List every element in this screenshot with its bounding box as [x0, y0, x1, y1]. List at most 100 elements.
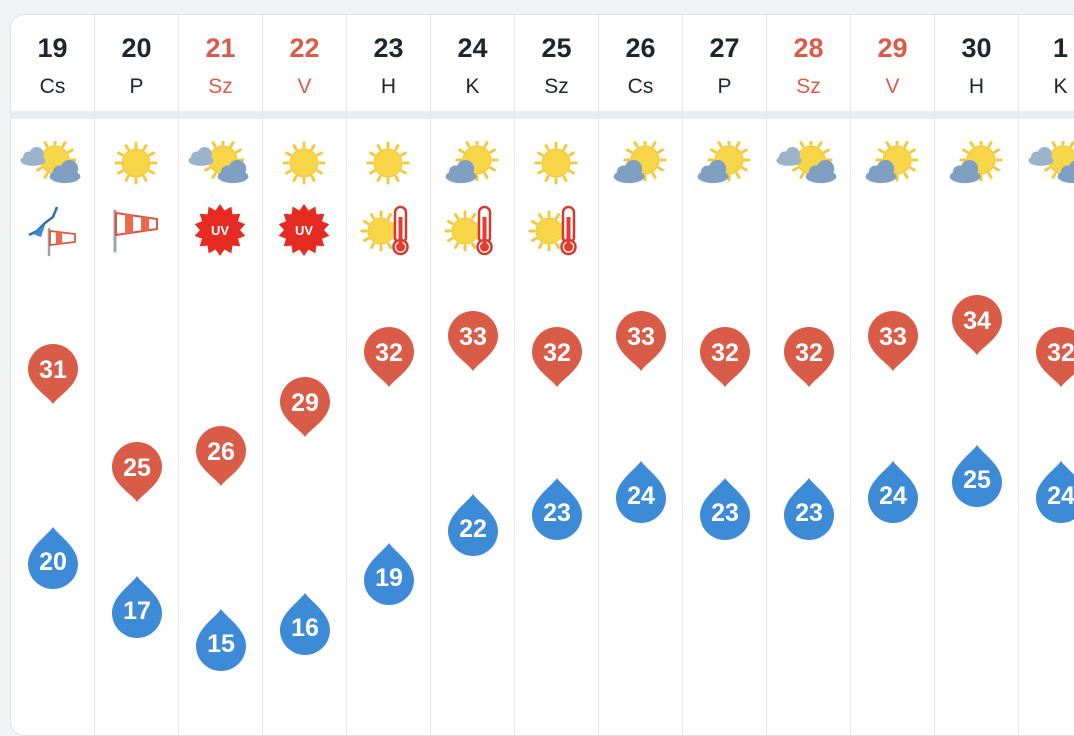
min-temp-value: 24	[879, 482, 907, 511]
sun-cloud-cloud-icon	[775, 138, 841, 187]
day-column[interactable]: 1 K 32 24	[1019, 15, 1074, 735]
sun-icon	[523, 141, 589, 187]
min-temp-drop: 16	[278, 591, 332, 657]
day-name: K	[465, 75, 480, 98]
day-name: Cs	[39, 75, 66, 98]
min-temp-drop: 23	[698, 476, 752, 542]
sun-icon	[103, 141, 169, 187]
min-temp-drop: 25	[950, 443, 1004, 509]
max-temp-value: 32	[1047, 339, 1074, 368]
day-name: Sz	[544, 75, 569, 98]
min-temp-value: 22	[459, 515, 487, 544]
day-column[interactable]: 21 Sz UV 26 15	[179, 15, 263, 735]
min-temp-drop: 17	[110, 574, 164, 640]
max-temp-pin: 34	[950, 293, 1004, 359]
uv-warning-icon[interactable]: UV	[275, 201, 333, 259]
day-name: P	[717, 75, 732, 98]
header-separator	[11, 111, 1074, 119]
day-number: 28	[793, 33, 824, 63]
min-temp-value: 23	[543, 498, 571, 527]
heat-thermometer-icon[interactable]	[443, 201, 501, 259]
min-temp-value: 24	[1047, 482, 1074, 511]
max-temp-pin: 32	[530, 325, 584, 391]
min-temp-value: 15	[207, 630, 235, 658]
sun-cloud-cloud-icon	[187, 138, 253, 187]
sun-cloud-icon	[607, 138, 673, 187]
uv-warning-icon[interactable]: UV	[191, 201, 249, 259]
min-temp-drop: 19	[362, 541, 416, 607]
svg-text:UV: UV	[211, 223, 229, 238]
day-name: H	[968, 75, 985, 98]
day-column[interactable]: 22 V UV 29 16	[263, 15, 347, 735]
max-temp-value: 33	[459, 323, 487, 351]
max-temp-pin: 32	[698, 325, 752, 391]
sun-cloud-cloud-icon	[1027, 138, 1074, 187]
sun-cloud-icon	[859, 138, 925, 187]
max-temp-pin: 33	[614, 309, 668, 375]
min-temp-drop: 23	[530, 476, 584, 542]
max-temp-value: 32	[543, 339, 571, 368]
max-temp-value: 29	[291, 388, 319, 417]
windsock-icon[interactable]	[107, 201, 165, 259]
wind-storm-icon[interactable]	[23, 201, 81, 259]
max-temp-value: 32	[711, 339, 739, 368]
sun-cloud-cloud-icon	[19, 138, 85, 187]
heat-thermometer-icon[interactable]	[527, 201, 585, 259]
min-temp-value: 19	[375, 564, 403, 593]
day-name: Sz	[796, 75, 821, 98]
max-temp-pin: 33	[866, 309, 920, 375]
day-column[interactable]: 26 Cs 33 24	[599, 15, 683, 735]
min-temp-value: 25	[963, 466, 991, 494]
day-name: H	[380, 75, 397, 98]
sun-cloud-icon	[691, 138, 757, 187]
sun-cloud-icon	[439, 138, 505, 187]
svg-text:UV: UV	[295, 223, 313, 238]
day-column[interactable]: 23 H 32 19	[347, 15, 431, 735]
day-number: 27	[709, 33, 740, 63]
max-temp-pin: 29	[278, 375, 332, 441]
sun-cloud-icon	[943, 138, 1009, 187]
day-number: 24	[457, 33, 488, 63]
min-temp-value: 16	[291, 613, 319, 642]
max-temp-value: 32	[795, 339, 823, 368]
max-temp-value: 25	[123, 454, 151, 483]
max-temp-pin: 31	[26, 342, 80, 408]
day-number: 30	[961, 33, 992, 63]
day-column[interactable]: 19 Cs 31 20	[11, 15, 95, 735]
max-temp-value: 32	[375, 339, 403, 368]
min-temp-value: 24	[627, 482, 655, 511]
day-number: 22	[289, 33, 320, 63]
sun-icon	[271, 141, 337, 187]
sun-icon	[355, 141, 421, 187]
day-number: 23	[373, 33, 404, 63]
day-number: 19	[37, 33, 68, 63]
max-temp-value: 33	[627, 323, 655, 351]
max-temp-pin: 33	[446, 309, 500, 375]
max-temp-value: 26	[207, 437, 235, 466]
day-number: 25	[541, 33, 572, 63]
max-temp-value: 34	[963, 306, 991, 335]
day-name: K	[1053, 75, 1068, 98]
day-column[interactable]: 30 H 34 25	[935, 15, 1019, 735]
max-temp-pin: 32	[782, 325, 836, 391]
day-column[interactable]: 28 Sz 32 23	[767, 15, 851, 735]
min-temp-drop: 23	[782, 476, 836, 542]
min-temp-value: 23	[795, 498, 823, 527]
day-column[interactable]: 25 Sz 32 23	[515, 15, 599, 735]
day-number: 29	[877, 33, 908, 63]
max-temp-pin: 32	[362, 325, 416, 391]
max-temp-value: 31	[39, 355, 67, 384]
heat-thermometer-icon[interactable]	[359, 201, 417, 259]
min-temp-drop: 20	[26, 525, 80, 591]
max-temp-pin: 26	[194, 424, 248, 490]
day-number: 1	[1052, 33, 1069, 63]
min-temp-drop: 24	[1034, 459, 1074, 525]
min-temp-drop: 24	[866, 459, 920, 525]
day-column[interactable]: 24 K 33 22	[431, 15, 515, 735]
day-column[interactable]: 27 P 32 23	[683, 15, 767, 735]
min-temp-value: 20	[39, 548, 67, 576]
min-temp-drop: 24	[614, 459, 668, 525]
day-column[interactable]: 20 P 25 17	[95, 15, 179, 735]
day-name: Cs	[627, 75, 654, 98]
day-column[interactable]: 29 V 33 24	[851, 15, 935, 735]
